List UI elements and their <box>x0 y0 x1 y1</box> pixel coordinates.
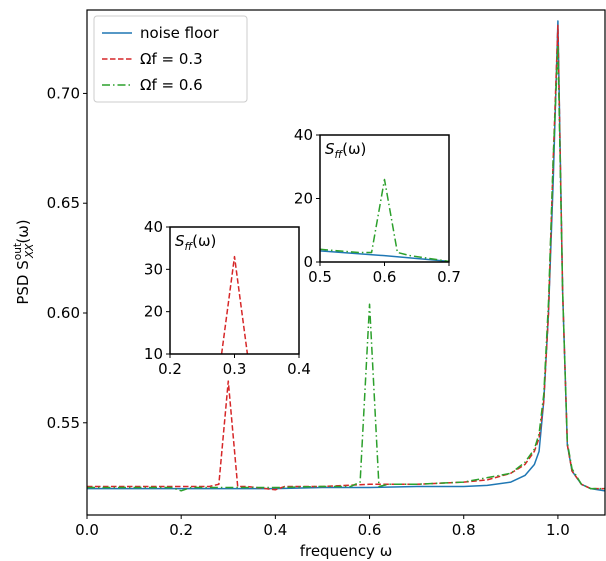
inset-left-y-tick-label: 40 <box>144 218 163 236</box>
inset-right-y-ticks: 0 20 40 <box>294 126 320 271</box>
inset-right-title: Sff(ω) <box>325 140 366 161</box>
inset-left-y-tick-label: 10 <box>144 345 163 363</box>
main-series-layer <box>87 20 605 492</box>
inset-left-x-tick-label: 0.2 <box>158 360 182 378</box>
inset-left-y-tick-label: 30 <box>144 260 163 278</box>
inset-chart-left: 0.2 0.3 0.4 10 20 30 40 Sff(ω) <box>144 218 311 378</box>
inset-right-y-tick-label: 20 <box>294 190 313 208</box>
inset-left-y-ticks: 10 20 30 40 <box>144 218 170 363</box>
inset-right-y-tick-label: 40 <box>294 126 313 144</box>
main-y-tick-label: 0.60 <box>47 304 80 322</box>
y-axis-label-main: PSD S <box>14 260 32 304</box>
main-x-tick-label: 0.2 <box>169 521 193 539</box>
x-axis-label: frequency ω <box>300 542 393 560</box>
main-plot-frame <box>86 9 606 516</box>
inset-left-x-ticks: 0.2 0.3 0.4 <box>158 354 311 378</box>
inset-right-title-sub: ff <box>335 149 344 161</box>
inset-right-frame <box>319 134 450 263</box>
main-y-tick-label: 0.70 <box>47 84 80 102</box>
legend-label-omega-0-6: Ωf = 0.6 <box>140 76 203 94</box>
inset-right-x-tick-label: 0.5 <box>308 268 332 286</box>
main-y-tick-label: 0.65 <box>47 194 80 212</box>
inset-right-series-line-0 <box>320 250 449 262</box>
y-axis-label-tail: (ω) <box>14 219 32 243</box>
inset-left-x-tick-label: 0.3 <box>223 360 247 378</box>
inset-left-title: Sff(ω) <box>175 232 216 253</box>
main-x-tick-label: 0.6 <box>358 521 382 539</box>
inset-left-x-tick-label: 0.4 <box>287 360 311 378</box>
inset-left-title-tail: (ω) <box>192 232 216 250</box>
inset-right-x-tick-label: 0.7 <box>437 268 461 286</box>
y-axis-label-sub: XX <box>24 243 36 259</box>
inset-left-title-main: S <box>175 232 185 250</box>
legend: noise floor Ωf = 0.3 Ωf = 0.6 <box>93 15 248 103</box>
legend-label-omega-0-3: Ωf = 0.3 <box>140 50 203 68</box>
main-x-tick-label: 0.8 <box>452 521 476 539</box>
main-x-tick-label: 0.4 <box>263 521 287 539</box>
legend-frame <box>93 15 248 103</box>
inset-left-series-layer <box>220 255 249 354</box>
inset-right-series-layer <box>320 178 449 262</box>
inset-right-series-line-1 <box>320 178 449 262</box>
main-x-tick-label: 1.0 <box>546 521 570 539</box>
inset-right-x-tick-label: 0.6 <box>373 268 397 286</box>
inset-right-title-tail: (ω) <box>342 140 366 158</box>
inset-chart-right: 0.5 0.6 0.7 0 20 40 Sff(ω) <box>294 126 461 286</box>
inset-left-y-tick-label: 20 <box>144 303 163 321</box>
legend-label-noise-floor: noise floor <box>140 24 219 42</box>
main-series-line-2 <box>87 44 605 492</box>
main-chart: 0.0 0.2 0.4 0.6 0.8 1.0 0.550.600.650.70 freq… <box>12 9 606 560</box>
inset-left-series-line-0 <box>220 255 249 354</box>
inset-left-background <box>170 227 299 354</box>
inset-left-title-sub: ff <box>185 241 194 253</box>
inset-right-title-main: S <box>325 140 335 158</box>
main-y-ticks: 0.55 0.60 0.65 0.70 <box>47 84 87 432</box>
y-axis-label-sup: out <box>12 243 24 260</box>
inset-right-x-ticks: 0.5 0.6 0.7 <box>308 262 461 286</box>
main-x-tick-label: 0.0 <box>75 521 99 539</box>
main-y-tick-label: 0.55 <box>47 414 80 432</box>
inset-right-y-tick-label: 0 <box>303 253 313 271</box>
inset-left-frame <box>169 226 300 355</box>
y-axis-label: PSD SoutXX(ω) <box>12 219 36 304</box>
inset-right-background <box>320 135 449 262</box>
main-x-ticks: 0.0 0.2 0.4 0.6 0.8 1.0 <box>75 515 570 539</box>
